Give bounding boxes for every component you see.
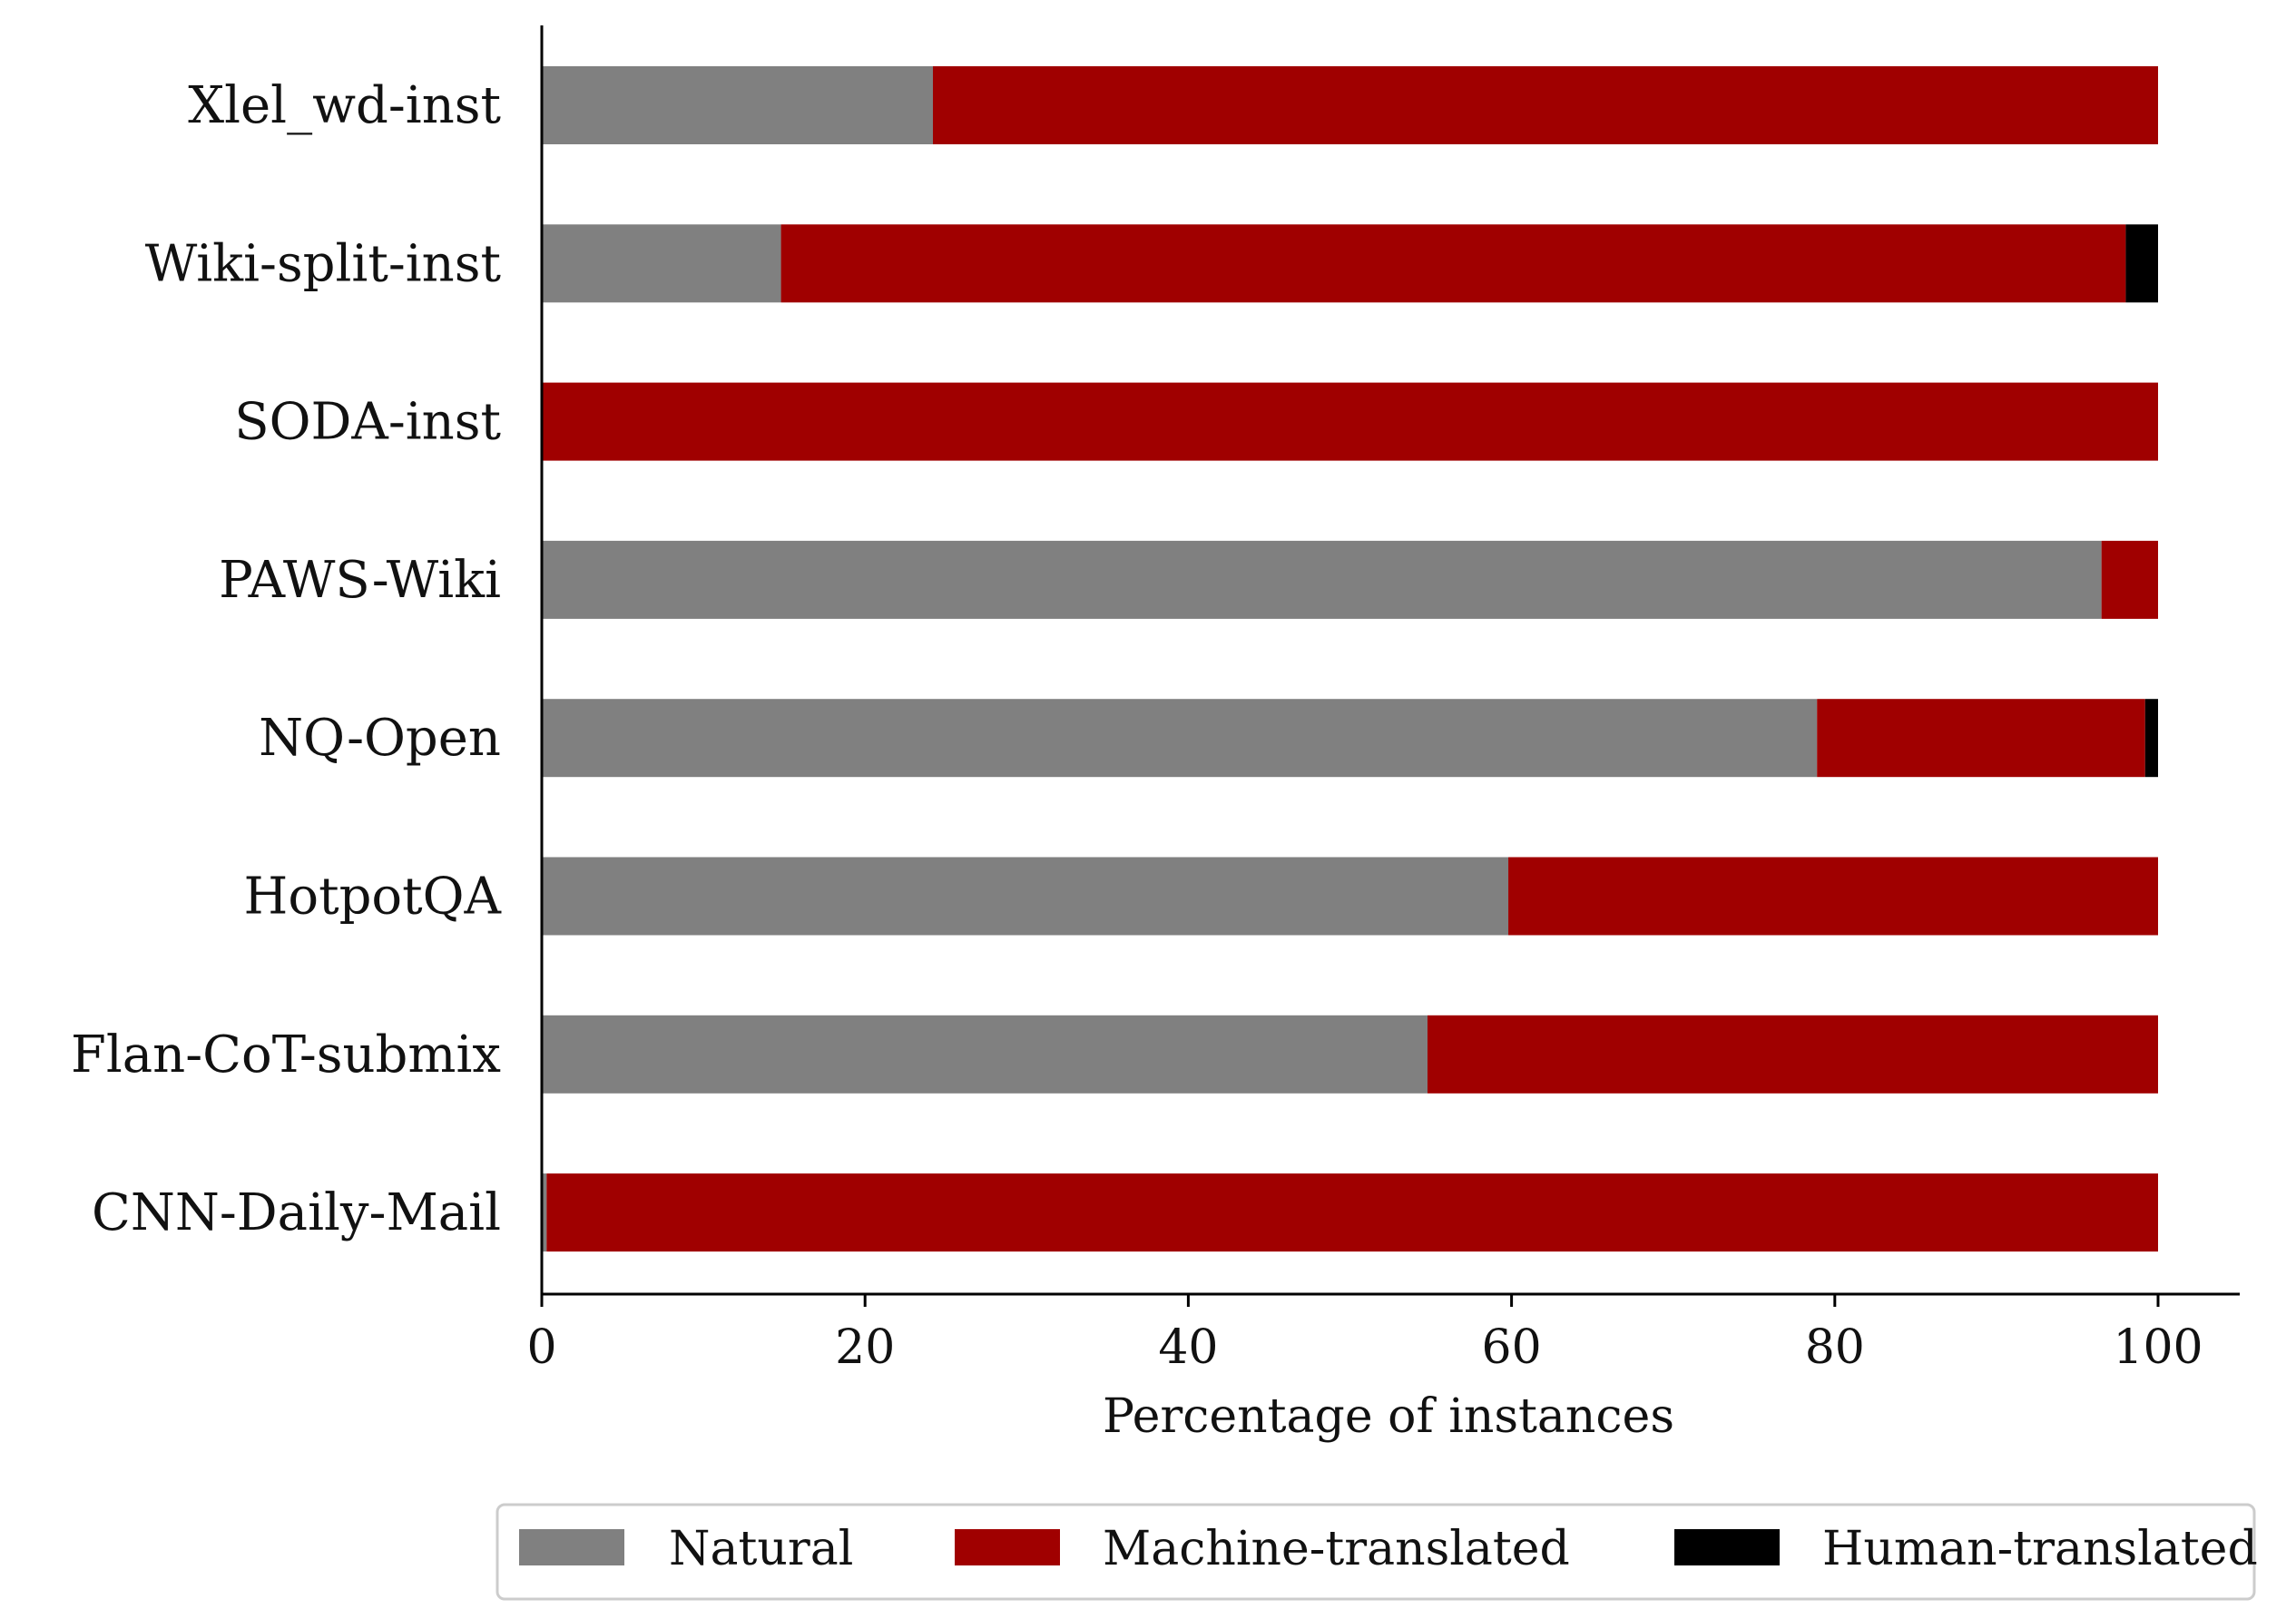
category-label: Xlel_wd-inst [188, 76, 501, 135]
bar-natural-6 [542, 1015, 1428, 1094]
category-label: NQ-Open [259, 709, 501, 768]
bar-human-translated-4 [2144, 699, 2158, 778]
x-tick-label: 60 [1482, 1320, 1542, 1375]
legend-label: Natural [669, 1522, 853, 1576]
legend: Natural Machine-translated Human-translate… [496, 1503, 2258, 1601]
category-label: CNN-Daily-Mail [92, 1183, 501, 1242]
category-label: SODA-inst [234, 393, 501, 452]
bar-machine-translated-6 [1427, 1015, 2158, 1094]
x-tick-label: 40 [1158, 1320, 1218, 1375]
category-label: PAWS-Wiki [219, 551, 501, 610]
bar-natural-0 [542, 66, 934, 144]
bar-machine-translated-7 [546, 1173, 2158, 1252]
bar-machine-translated-0 [933, 66, 2158, 144]
legend-swatch [1674, 1529, 1780, 1565]
bar-machine-translated-5 [1508, 857, 2158, 936]
bar-group [542, 66, 2158, 1252]
category-labels: Xlel_wd-inst Wiki-split-inst SODA-inst PAWS… [71, 76, 502, 1242]
bar-natural-7 [542, 1173, 547, 1252]
x-axis-ticks: 0 20 40 60 80 100 [526, 1294, 2203, 1375]
x-tick-label: 0 [526, 1320, 556, 1375]
x-axis-title: Percentage of instances [1103, 1389, 1674, 1444]
bar-machine-translated-1 [780, 224, 2126, 303]
x-tick-label: 100 [2113, 1320, 2203, 1375]
bar-natural-4 [542, 699, 1818, 778]
bar-human-translated-1 [2125, 224, 2158, 303]
category-label: Wiki-split-inst [145, 234, 502, 293]
bar-machine-translated-2 [542, 382, 2158, 461]
category-label: HotpotQA [244, 868, 502, 927]
bar-natural-1 [542, 224, 781, 303]
bar-natural-5 [542, 857, 1509, 936]
bar-machine-translated-4 [1817, 699, 2145, 778]
category-label: Flan-CoT-submix [71, 1025, 501, 1084]
legend-label: Machine-translated [1103, 1522, 1570, 1576]
legend-label: Human-translated [1822, 1522, 2258, 1576]
legend-frame [496, 1503, 2256, 1601]
bar-machine-translated-3 [2101, 540, 2158, 619]
legend-swatch [955, 1529, 1060, 1565]
x-tick-label: 20 [835, 1320, 895, 1375]
bar-natural-3 [542, 540, 2102, 619]
x-tick-label: 80 [1805, 1320, 1865, 1375]
legend-swatch [519, 1529, 624, 1565]
